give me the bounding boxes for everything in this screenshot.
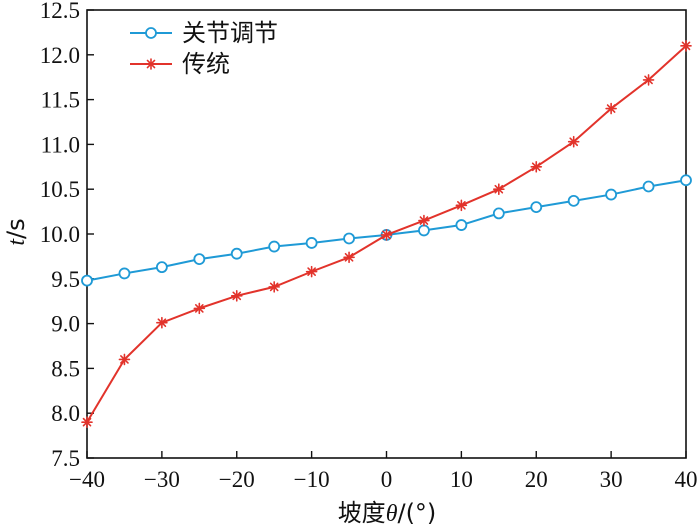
y-axis-title: t/s — [2, 218, 30, 245]
data-point — [156, 316, 168, 329]
legend-swatch-marker-1 — [145, 58, 157, 70]
data-point — [305, 237, 318, 249]
data-point — [567, 194, 580, 207]
y-axis-title-symbol: t — [4, 238, 30, 246]
x-axis-title-prefix: 坡度 — [338, 499, 386, 527]
data-point — [680, 40, 692, 52]
axis-tick-labels: −40 −30 −20 −10 0 10 20 30 40 7.5 8.0 8.5 9.0 9.5 10.0… — [40, 0, 698, 492]
x-axis-title-symbol: θ — [386, 501, 398, 527]
data-point — [305, 265, 318, 278]
data-point — [193, 302, 206, 315]
y-tick-label: 7.5 — [51, 446, 80, 471]
data-point-stroke — [146, 59, 156, 69]
data-point-stroke — [494, 184, 504, 194]
data-point — [605, 188, 618, 201]
x-tick-label: −20 — [219, 467, 255, 492]
data-point-stroke — [644, 75, 653, 85]
data-point-stroke — [82, 417, 92, 427]
axis-ticks — [86, 9, 687, 459]
data-point — [230, 290, 243, 302]
data-point — [567, 135, 580, 148]
data-point — [380, 229, 393, 241]
data-point — [343, 251, 355, 264]
data-point-stroke — [232, 291, 242, 301]
data-point-stroke — [382, 230, 391, 240]
data-point — [81, 274, 93, 287]
data-point — [605, 102, 617, 115]
x-tick-label: −10 — [294, 467, 330, 492]
data-point — [118, 267, 131, 280]
y-axis-title-suffix: /s — [2, 218, 30, 239]
legend-swatch-marker-0 — [145, 27, 157, 39]
y-tick-label: 12.0 — [40, 43, 80, 68]
y-tick-label: 8.0 — [51, 401, 80, 426]
data-point — [492, 207, 505, 220]
data-point — [81, 416, 93, 428]
data-point-stroke — [531, 162, 541, 172]
data-point — [680, 174, 692, 187]
y-tick-label: 11.5 — [41, 88, 80, 113]
legend-marker-asterisk — [145, 58, 157, 70]
data-point-stroke — [157, 318, 167, 328]
x-tick-label: 10 — [450, 467, 473, 492]
x-axis-title-suffix: /(°) — [397, 499, 436, 527]
x-axis-title: 坡度θ/(°) — [338, 499, 437, 527]
data-point — [642, 180, 655, 193]
y-tick-label: 10.0 — [40, 222, 80, 247]
data-point — [530, 161, 543, 173]
data-point — [193, 253, 206, 265]
x-tick-label: 40 — [675, 467, 698, 492]
x-tick-label: −40 — [69, 467, 105, 492]
data-point — [230, 247, 243, 260]
x-tick-label: 0 — [381, 467, 393, 492]
data-point — [268, 240, 281, 253]
series-layer — [81, 40, 692, 428]
y-tick-label: 9.5 — [51, 267, 80, 292]
x-tick-label: 20 — [525, 467, 548, 492]
legend: 关节调节 传统 — [130, 19, 278, 78]
data-point-stroke — [681, 41, 691, 51]
data-point — [418, 224, 430, 237]
data-point-stroke — [606, 104, 616, 113]
data-point — [118, 353, 131, 366]
data-point — [530, 201, 543, 214]
series-1 — [81, 40, 692, 428]
y-tick-label: 11.0 — [41, 132, 80, 157]
legend-label-0: 关节调节 — [182, 19, 278, 47]
data-point-stroke — [419, 216, 429, 225]
data-point-stroke — [120, 355, 129, 364]
data-point — [493, 183, 505, 195]
legend-label-1: 传统 — [182, 50, 230, 78]
y-tick-label: 12.5 — [40, 0, 80, 23]
legend-marker-circle — [145, 27, 157, 39]
data-point — [642, 74, 655, 86]
y-tick-label: 9.0 — [51, 312, 80, 337]
data-point — [455, 219, 468, 231]
y-tick-label: 10.5 — [40, 177, 80, 202]
x-tick-label: −30 — [144, 467, 180, 492]
data-point — [343, 232, 355, 245]
data-point — [418, 214, 430, 227]
data-point — [455, 199, 468, 212]
data-point-stroke — [569, 137, 579, 147]
data-point-stroke — [344, 252, 354, 262]
data-point — [155, 261, 168, 274]
data-point-stroke — [194, 304, 204, 313]
data-point-stroke — [457, 200, 466, 210]
x-tick-label: 30 — [600, 467, 623, 492]
data-point-stroke — [269, 282, 279, 292]
y-tick-label: 8.5 — [51, 356, 80, 381]
data-point — [268, 281, 280, 293]
data-point-stroke — [307, 267, 316, 276]
